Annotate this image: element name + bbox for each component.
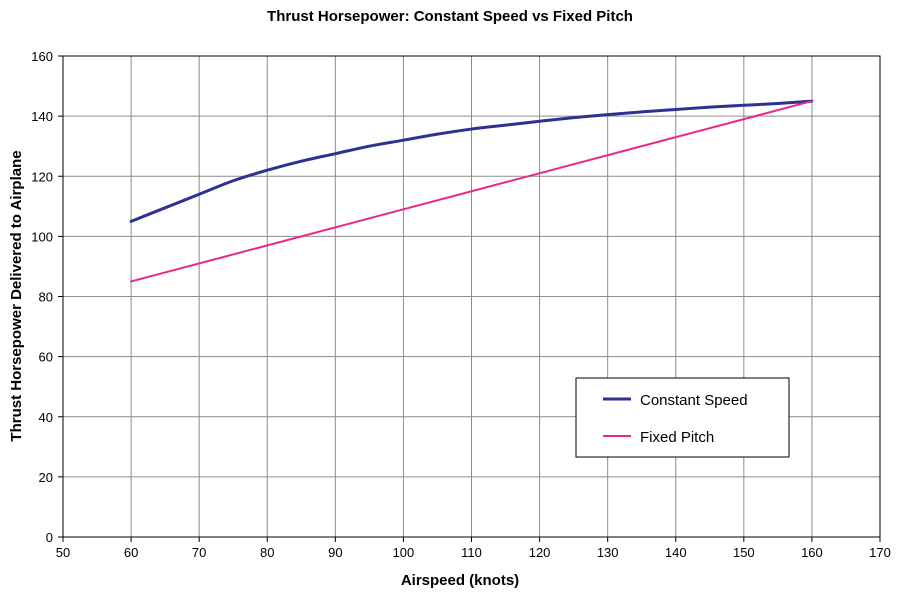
legend-box [575, 377, 790, 458]
y-tick-label: 40 [39, 410, 53, 425]
x-tick-label: 50 [56, 545, 70, 560]
plot-area [62, 55, 881, 538]
y-tick-label: 160 [31, 49, 53, 64]
x-tick-label: 80 [260, 545, 274, 560]
x-axis-ticks: 50 60 70 80 90 100 110 120 130 140 150 160 170 [56, 537, 891, 560]
y-tick-label: 20 [39, 470, 53, 485]
chart-title: Thrust Horsepower: Constant Speed vs Fix… [267, 8, 633, 25]
series-group [129, 99, 814, 283]
y-tick-label: 100 [31, 229, 53, 244]
x-tick-label: 100 [393, 545, 415, 560]
y-tick-label: 140 [31, 109, 53, 124]
legend: Constant Speed Fixed Pitch [575, 377, 790, 458]
y-tick-label: 60 [39, 350, 53, 365]
y-axis-label: Thrust Horsepower Delivered to Airplane [8, 150, 25, 441]
x-tick-label: 60 [124, 545, 138, 560]
x-tick-label: 90 [328, 545, 342, 560]
x-tick-label: 130 [597, 545, 619, 560]
y-tick-label: 120 [31, 169, 53, 184]
x-tick-label: 110 [461, 545, 482, 560]
x-tick-label: 70 [192, 545, 206, 560]
legend-label-fixed-pitch: Fixed Pitch [640, 429, 714, 446]
y-tick-label: 0 [46, 530, 53, 545]
x-axis-label: Airspeed (knots) [401, 572, 519, 589]
x-tick-label: 150 [733, 545, 755, 560]
x-tick-label: 140 [665, 545, 687, 560]
x-tick-label: 170 [869, 545, 891, 560]
y-axis-ticks: 0 20 40 60 80 100 120 140 160 [31, 49, 63, 545]
legend-label-constant-speed: Constant Speed [640, 392, 748, 409]
y-tick-label: 80 [39, 290, 53, 305]
x-tick-label: 160 [801, 545, 823, 560]
series-line-constant-speed [129, 99, 814, 223]
series-line-fixed-pitch [130, 100, 813, 283]
x-tick-label: 120 [529, 545, 551, 560]
